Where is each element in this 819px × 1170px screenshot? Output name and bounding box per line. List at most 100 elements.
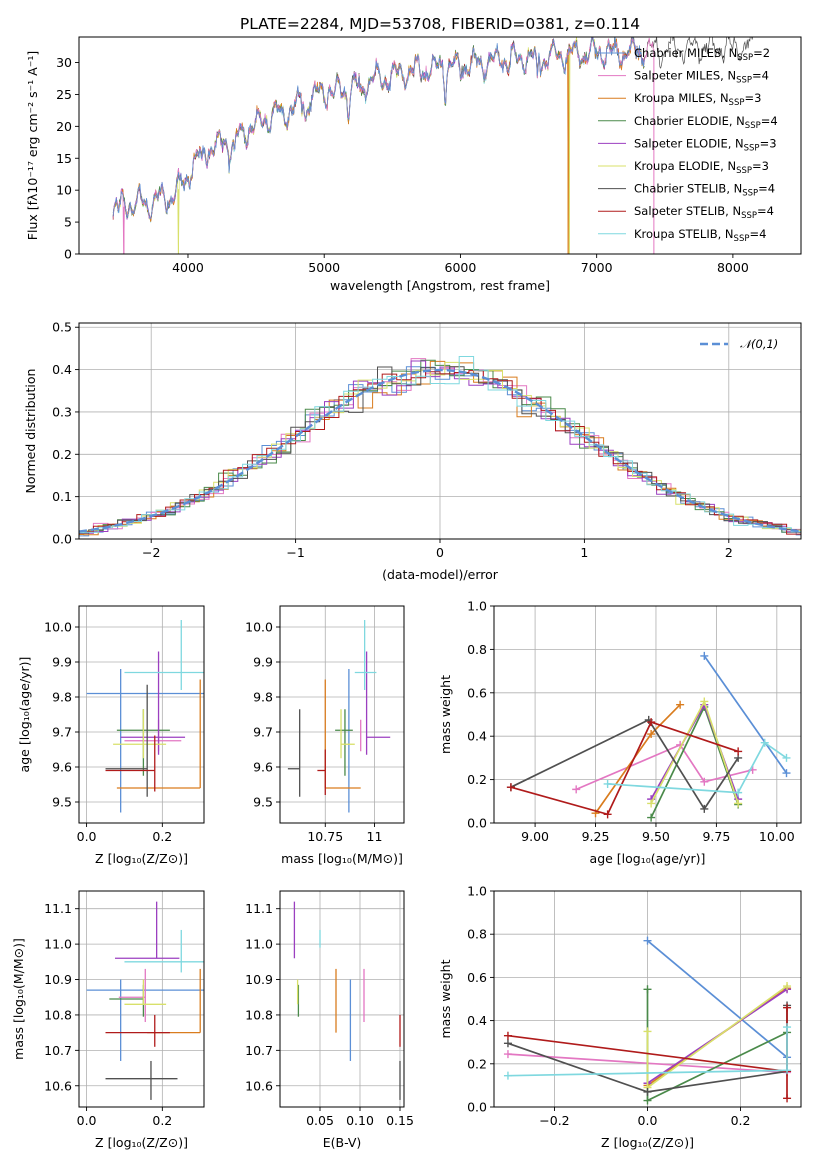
axes-frame (78, 36, 802, 255)
y-tick-label: 11.0 (44, 937, 72, 952)
x-tick-label: 0.10 (346, 1113, 374, 1128)
x-axis-label: age [log₁₀(age/yr)] (590, 851, 706, 866)
x-tick-label: 8000 (717, 260, 749, 275)
errorbar-kroupa-stelib (354, 620, 377, 690)
series-point (603, 779, 612, 788)
panel-age_vs_Z: 0.0 0.2 9.5 9.6 9.7 9.8 9.9 10.0 Z [log₁₀(Z/Z⊙)]… (17, 605, 205, 866)
legend-label: Chabrier STELIB, NSSP=4 (634, 182, 775, 199)
plot-area (86, 901, 204, 1100)
y-tick-label: 0.4 (467, 1013, 487, 1028)
y-tick-label: 9.5 (52, 795, 72, 810)
legend-suffix: =4 (749, 227, 766, 241)
y-tick-label: 10.9 (44, 972, 72, 987)
series-point (503, 1039, 512, 1048)
series-point (783, 1094, 792, 1103)
panel-weight_vs_age: 9.00 9.25 9.50 9.75 10.00 0.0 0.2 0.4 0.6 0.8 1.0 a… (438, 599, 802, 866)
errorbar-chabrier-elodie (335, 709, 353, 776)
legend-label: Chabrier MILES, NSSP=2 (634, 46, 770, 63)
series-point (643, 936, 652, 945)
y-tick-label: 0.4 (52, 362, 72, 377)
legend-sub: SSP (736, 166, 752, 176)
y-tick-label: 10.6 (245, 1078, 273, 1093)
x-axis-label: Z [log₁₀(Z/Z⊙)] (601, 1135, 694, 1150)
legend-sub: SSP (744, 143, 760, 153)
series-point (643, 1096, 652, 1105)
y-tick-label: 0.8 (467, 642, 487, 657)
y-tick-label: 10.0 (245, 620, 273, 635)
errorbar-chabrier-stelib (287, 709, 301, 797)
errorbar-kroupa-miles (324, 679, 361, 789)
series-point (782, 769, 791, 778)
panel-weight_vs_Z: −0.2 0.0 0.2 0.0 0.2 0.4 0.6 0.8 1.0 Z [log₁₀(Z/Z… (438, 884, 802, 1150)
x-tick-label: 11 (367, 829, 383, 844)
overlay: 𝒩(0,1) (700, 337, 778, 351)
legend-suffix: =3 (760, 136, 777, 150)
overlay: Chabrier MILES, NSSP=2 Salpeter MILES, NS… (598, 46, 778, 244)
y-tick-label: 10.0 (44, 620, 72, 635)
series-point (643, 985, 652, 994)
y-tick-label: 9.7 (52, 725, 72, 740)
legend-label: Chabrier ELODIE, NSSP=4 (634, 114, 778, 131)
axes-frame (279, 890, 405, 1108)
x-tick-label: 6000 (445, 260, 477, 275)
plot-area (79, 356, 801, 537)
y-tick-label: 30 (56, 55, 72, 70)
y-tick-label: 10.7 (44, 1043, 72, 1058)
errorbar-kroupa-elodie (124, 979, 167, 1005)
normal-curve (79, 368, 801, 533)
errorbar-kroupa-stelib (124, 620, 204, 690)
errorbar-chabrier-miles (86, 979, 204, 1061)
x-tick-label: 2 (725, 545, 733, 560)
x-tick-label: 0.0 (638, 1113, 658, 1128)
errorbar-kroupa-elodie (113, 709, 167, 759)
histogram-chabrier-miles (79, 366, 801, 537)
panel-age_vs_mass: 10.75 11 9.5 9.6 9.7 9.8 9.9 10.0 mass [log₁₀(M/… (245, 605, 405, 866)
y-tick-label: 9.8 (52, 690, 72, 705)
x-tick-label: 0.05 (306, 1113, 334, 1128)
legend-suffix: =4 (752, 69, 769, 83)
legend-suffix: =3 (752, 159, 769, 173)
series-point (700, 804, 709, 813)
errorbar-salpeter-elodie (365, 651, 391, 755)
axes-frame (279, 605, 405, 824)
y-tick-label: 0 (64, 247, 72, 262)
spectrum-line-salpeter-stelib (112, 37, 645, 222)
y-tick-label: 20 (56, 119, 72, 134)
spectrum-legend: Chabrier MILES, NSSP=2 Salpeter MILES, NS… (598, 46, 778, 244)
errorbar-chabrier-stelib (105, 1060, 178, 1100)
x-axis-label: Z [log₁₀(Z/Z⊙)] (95, 1135, 188, 1150)
x-tick-label: 7000 (581, 260, 613, 275)
x-tick-label: 0.2 (152, 829, 172, 844)
histogram-kroupa-miles (79, 360, 801, 536)
errorbar-salpeter-stelib (317, 749, 326, 795)
y-tick-label: 0.2 (467, 1056, 487, 1071)
series-point (676, 700, 685, 709)
y-tick-label: 0.5 (52, 320, 72, 335)
y-tick-label: 0.1 (52, 489, 72, 504)
plot-area (287, 620, 391, 813)
y-axis-label: age [log₁₀(age/yr)] (17, 657, 32, 773)
panel-spectrum: Chabrier MILES, NSSP=2 Salpeter MILES, NS… (25, 36, 802, 293)
legend-label: Kroupa MILES, NSSP=3 (634, 91, 761, 108)
legend-label: Kroupa ELODIE, NSSP=3 (634, 159, 769, 176)
series-point (643, 1027, 652, 1036)
panel-mass_vs_Z: 0.0 0.2 10.6 10.7 10.8 10.9 11.0 11.1 Z [log₁₀(Z… (11, 890, 205, 1150)
x-tick-label: 9.25 (582, 829, 610, 844)
series-chabrier-stelib (506, 715, 743, 813)
y-tick-label: 10.7 (245, 1043, 273, 1058)
y-tick-label: 0.2 (52, 447, 72, 462)
x-tick-label: 4000 (172, 260, 204, 275)
series-point (503, 1031, 512, 1040)
errorbar-salpeter-miles (124, 719, 182, 752)
x-tick-label: 9.00 (521, 829, 549, 844)
legend-sub: SSP (734, 234, 750, 244)
y-tick-label: 9.6 (52, 760, 72, 775)
series-point (734, 747, 743, 756)
legend-sub: SSP (745, 121, 761, 131)
series-point (506, 783, 515, 792)
x-tick-label: 10.75 (307, 829, 343, 844)
y-axis-label: mass [log₁₀(M/M⊙)] (11, 938, 26, 1060)
plot-area (503, 936, 792, 1105)
series-point (783, 1003, 792, 1012)
